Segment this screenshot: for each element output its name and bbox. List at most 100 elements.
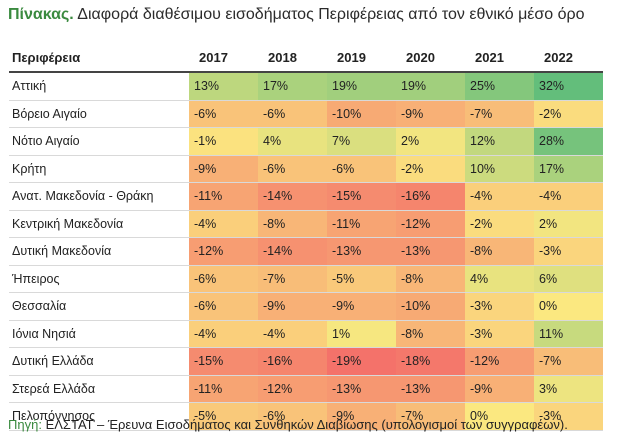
value-cell: -8% (396, 265, 465, 293)
value-cell: -11% (189, 375, 258, 403)
table-row: Βόρειο Αιγαίο -6% -6% -10% -9% -7% -2% (9, 100, 603, 128)
region-name-cell: Θεσσαλία (9, 292, 189, 321)
page-title: Πίνακας. Διαφορά διαθέσιμου εισοδήματος … (8, 6, 585, 24)
source-label: Πηγή: (8, 417, 42, 432)
value-cell: -16% (396, 182, 465, 211)
income-difference-table: Περιφέρεια 2017 2018 2019 2020 2021 2022… (9, 44, 603, 431)
value-cell: -7% (465, 100, 534, 128)
value-cell: -13% (327, 237, 396, 266)
region-name-cell: Πελοπόννησος (9, 402, 189, 431)
value-cell: -12% (258, 375, 327, 403)
region-name-cell: Δυτική Ελλάδα (9, 347, 189, 376)
value-cell: -7% (534, 347, 603, 376)
value-cell: -14% (258, 182, 327, 211)
value-cell: -6% (189, 100, 258, 128)
value-cell: -9% (465, 375, 534, 403)
value-cell: 6% (534, 265, 603, 293)
region-name-cell: Νότιο Αιγαίο (9, 127, 189, 156)
region-name-cell: Βόρειο Αιγαίο (9, 100, 189, 128)
table-row: Δυτική Μακεδονία -12% -14% -13% -13% -8% -3% (9, 237, 603, 266)
value-cell: -3% (534, 402, 603, 431)
value-cell: 12% (465, 127, 534, 156)
header-year: 2017 (189, 44, 258, 73)
value-cell: -6% (258, 402, 327, 431)
value-cell: 25% (465, 72, 534, 101)
region-name-cell: Κρήτη (9, 155, 189, 183)
value-cell: 13% (189, 72, 258, 101)
value-cell: -13% (396, 375, 465, 403)
value-cell: -19% (327, 347, 396, 376)
value-cell: -2% (534, 100, 603, 128)
value-cell: -11% (327, 210, 396, 238)
value-cell: 17% (534, 155, 603, 183)
value-cell: -9% (258, 292, 327, 321)
table-row: Δυτική Ελλάδα -15% -16% -19% -18% -12% -7% (9, 347, 603, 376)
table-row: Κρήτη -9% -6% -6% -2% 10% 17% (9, 155, 603, 183)
region-name-cell: Ήπειρος (9, 265, 189, 293)
value-cell: -5% (189, 402, 258, 431)
table-row: Αττική 13% 17% 19% 19% 25% 32% (9, 72, 603, 101)
title-text: Διαφορά διαθέσιμου εισοδήματος Περιφέρει… (77, 6, 585, 23)
value-cell: -10% (327, 100, 396, 128)
table-row: Ήπειρος -6% -7% -5% -8% 4% 6% (9, 265, 603, 293)
value-cell: -13% (327, 375, 396, 403)
value-cell: -7% (396, 402, 465, 431)
header-year: 2019 (327, 44, 396, 73)
value-cell: -8% (258, 210, 327, 238)
value-cell: 32% (534, 72, 603, 101)
value-cell: -3% (465, 292, 534, 321)
value-cell: -9% (327, 292, 396, 321)
value-cell: -4% (189, 210, 258, 238)
value-cell: 28% (534, 127, 603, 156)
value-cell: -9% (327, 402, 396, 431)
table-row: Στερεά Ελλάδα -11% -12% -13% -13% -9% 3% (9, 375, 603, 403)
value-cell: -6% (258, 155, 327, 183)
value-cell: 0% (534, 292, 603, 321)
value-cell: -10% (396, 292, 465, 321)
value-cell: -15% (189, 347, 258, 376)
table-row: Ιόνια Νησιά -4% -4% 1% -8% -3% 11% (9, 320, 603, 348)
value-cell: -3% (465, 320, 534, 348)
region-name-cell: Ιόνια Νησιά (9, 320, 189, 348)
value-cell: -12% (465, 347, 534, 376)
region-name-cell: Δυτική Μακεδονία (9, 237, 189, 266)
value-cell: 4% (258, 127, 327, 156)
value-cell: -5% (327, 265, 396, 293)
value-cell: -16% (258, 347, 327, 376)
value-cell: -1% (189, 127, 258, 156)
value-cell: -12% (396, 210, 465, 238)
value-cell: -2% (396, 155, 465, 183)
value-cell: 7% (327, 127, 396, 156)
value-cell: 10% (465, 155, 534, 183)
table-header-row: Περιφέρεια 2017 2018 2019 2020 2021 2022 (9, 44, 603, 73)
source-text: ΕΛΣΤΑΤ – Έρευνα Εισοδήματος και Συνθηκών… (41, 417, 568, 432)
value-cell: -15% (327, 182, 396, 211)
value-cell: 11% (534, 320, 603, 348)
header-region: Περιφέρεια (9, 44, 189, 73)
table-body: Αττική 13% 17% 19% 19% 25% 32% Βόρειο Αιγαίο -6%… (9, 72, 603, 431)
value-cell: -14% (258, 237, 327, 266)
table-row: Πελοπόννησος -5% -6% -9% -7% 0% -3% (9, 402, 603, 431)
value-cell: 17% (258, 72, 327, 101)
value-cell: 1% (327, 320, 396, 348)
value-cell: -8% (465, 237, 534, 266)
value-cell: 2% (396, 127, 465, 156)
value-cell: -7% (258, 265, 327, 293)
header-year: 2018 (258, 44, 327, 73)
value-cell: -6% (189, 292, 258, 321)
table-row: Θεσσαλία -6% -9% -9% -10% -3% 0% (9, 292, 603, 321)
value-cell: -13% (396, 237, 465, 266)
value-cell: 19% (327, 72, 396, 101)
region-name-cell: Στερεά Ελλάδα (9, 375, 189, 403)
region-name-cell: Αττική (9, 72, 189, 101)
value-cell: -6% (327, 155, 396, 183)
value-cell: -2% (465, 210, 534, 238)
value-cell: -18% (396, 347, 465, 376)
value-cell: 4% (465, 265, 534, 293)
header-year: 2021 (465, 44, 534, 73)
value-cell: -8% (396, 320, 465, 348)
value-cell: -9% (396, 100, 465, 128)
title-lead: Πίνακας. (8, 6, 74, 23)
value-cell: -4% (189, 320, 258, 348)
value-cell: -6% (189, 265, 258, 293)
